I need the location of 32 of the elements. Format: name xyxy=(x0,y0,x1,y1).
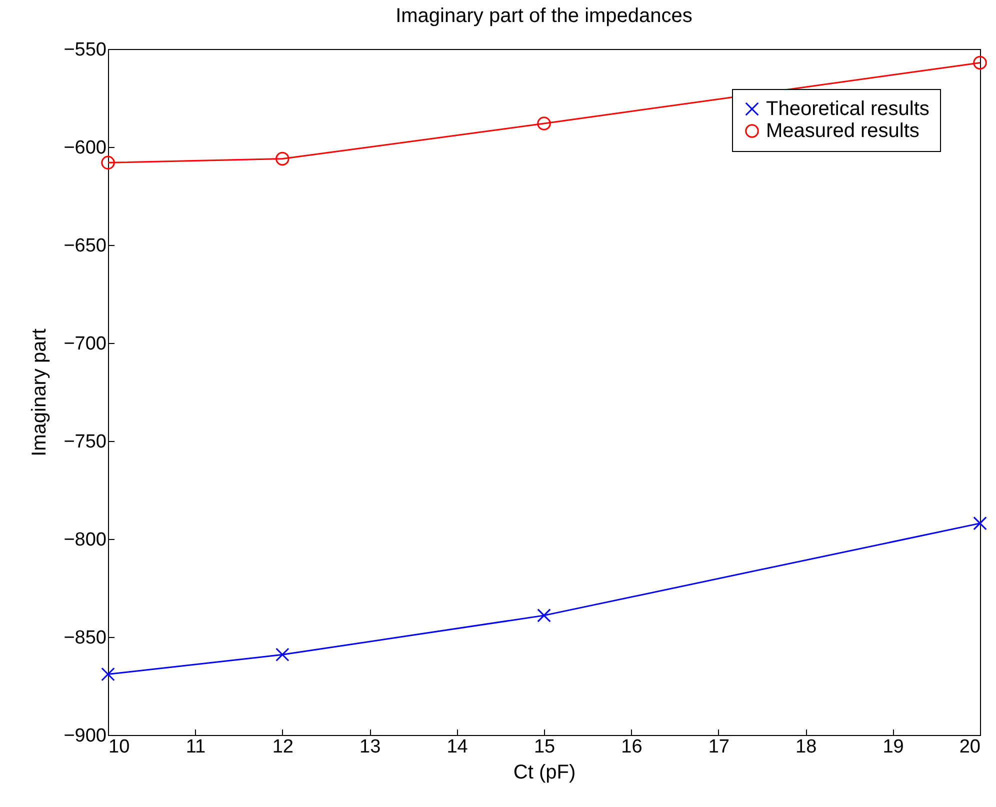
legend-label: Theoretical results xyxy=(766,98,930,120)
x-tick-label: 14 xyxy=(446,736,468,758)
point xyxy=(537,116,551,130)
y-tick-label: −750 xyxy=(64,432,106,452)
y-tick-label: −650 xyxy=(64,236,106,256)
point xyxy=(973,516,987,530)
x-tick-label: 10 xyxy=(108,736,130,758)
x-axis-title: Ct (pF) xyxy=(513,762,576,784)
y-tick-label: −600 xyxy=(64,138,106,158)
x-tick-label: 20 xyxy=(959,736,980,758)
point xyxy=(537,608,551,622)
x-tick-label: 16 xyxy=(621,736,642,758)
point xyxy=(276,648,290,662)
legend-label: Measured results xyxy=(766,120,920,142)
x-tick-label: 13 xyxy=(360,736,381,758)
x-tick-label: 15 xyxy=(534,736,556,758)
point xyxy=(276,152,290,166)
y-tick-label: −800 xyxy=(64,530,106,550)
y-tick-label: −550 xyxy=(64,40,106,60)
x-tick-label: 19 xyxy=(882,736,904,758)
y-tick-label: −850 xyxy=(64,628,106,648)
point xyxy=(973,56,987,70)
x-tick-label: 17 xyxy=(708,736,730,758)
y-tick-label: −700 xyxy=(64,334,106,354)
y-axis-title: Imaginary part xyxy=(28,328,51,456)
x-tick-label: 11 xyxy=(186,736,206,758)
chart-title: Imaginary part of the impedances xyxy=(396,5,692,27)
point xyxy=(101,667,115,682)
point xyxy=(101,156,115,170)
x-tick-label: 18 xyxy=(796,736,817,758)
y-tick-label: −900 xyxy=(64,726,106,746)
x-tick-label: 12 xyxy=(272,736,294,758)
